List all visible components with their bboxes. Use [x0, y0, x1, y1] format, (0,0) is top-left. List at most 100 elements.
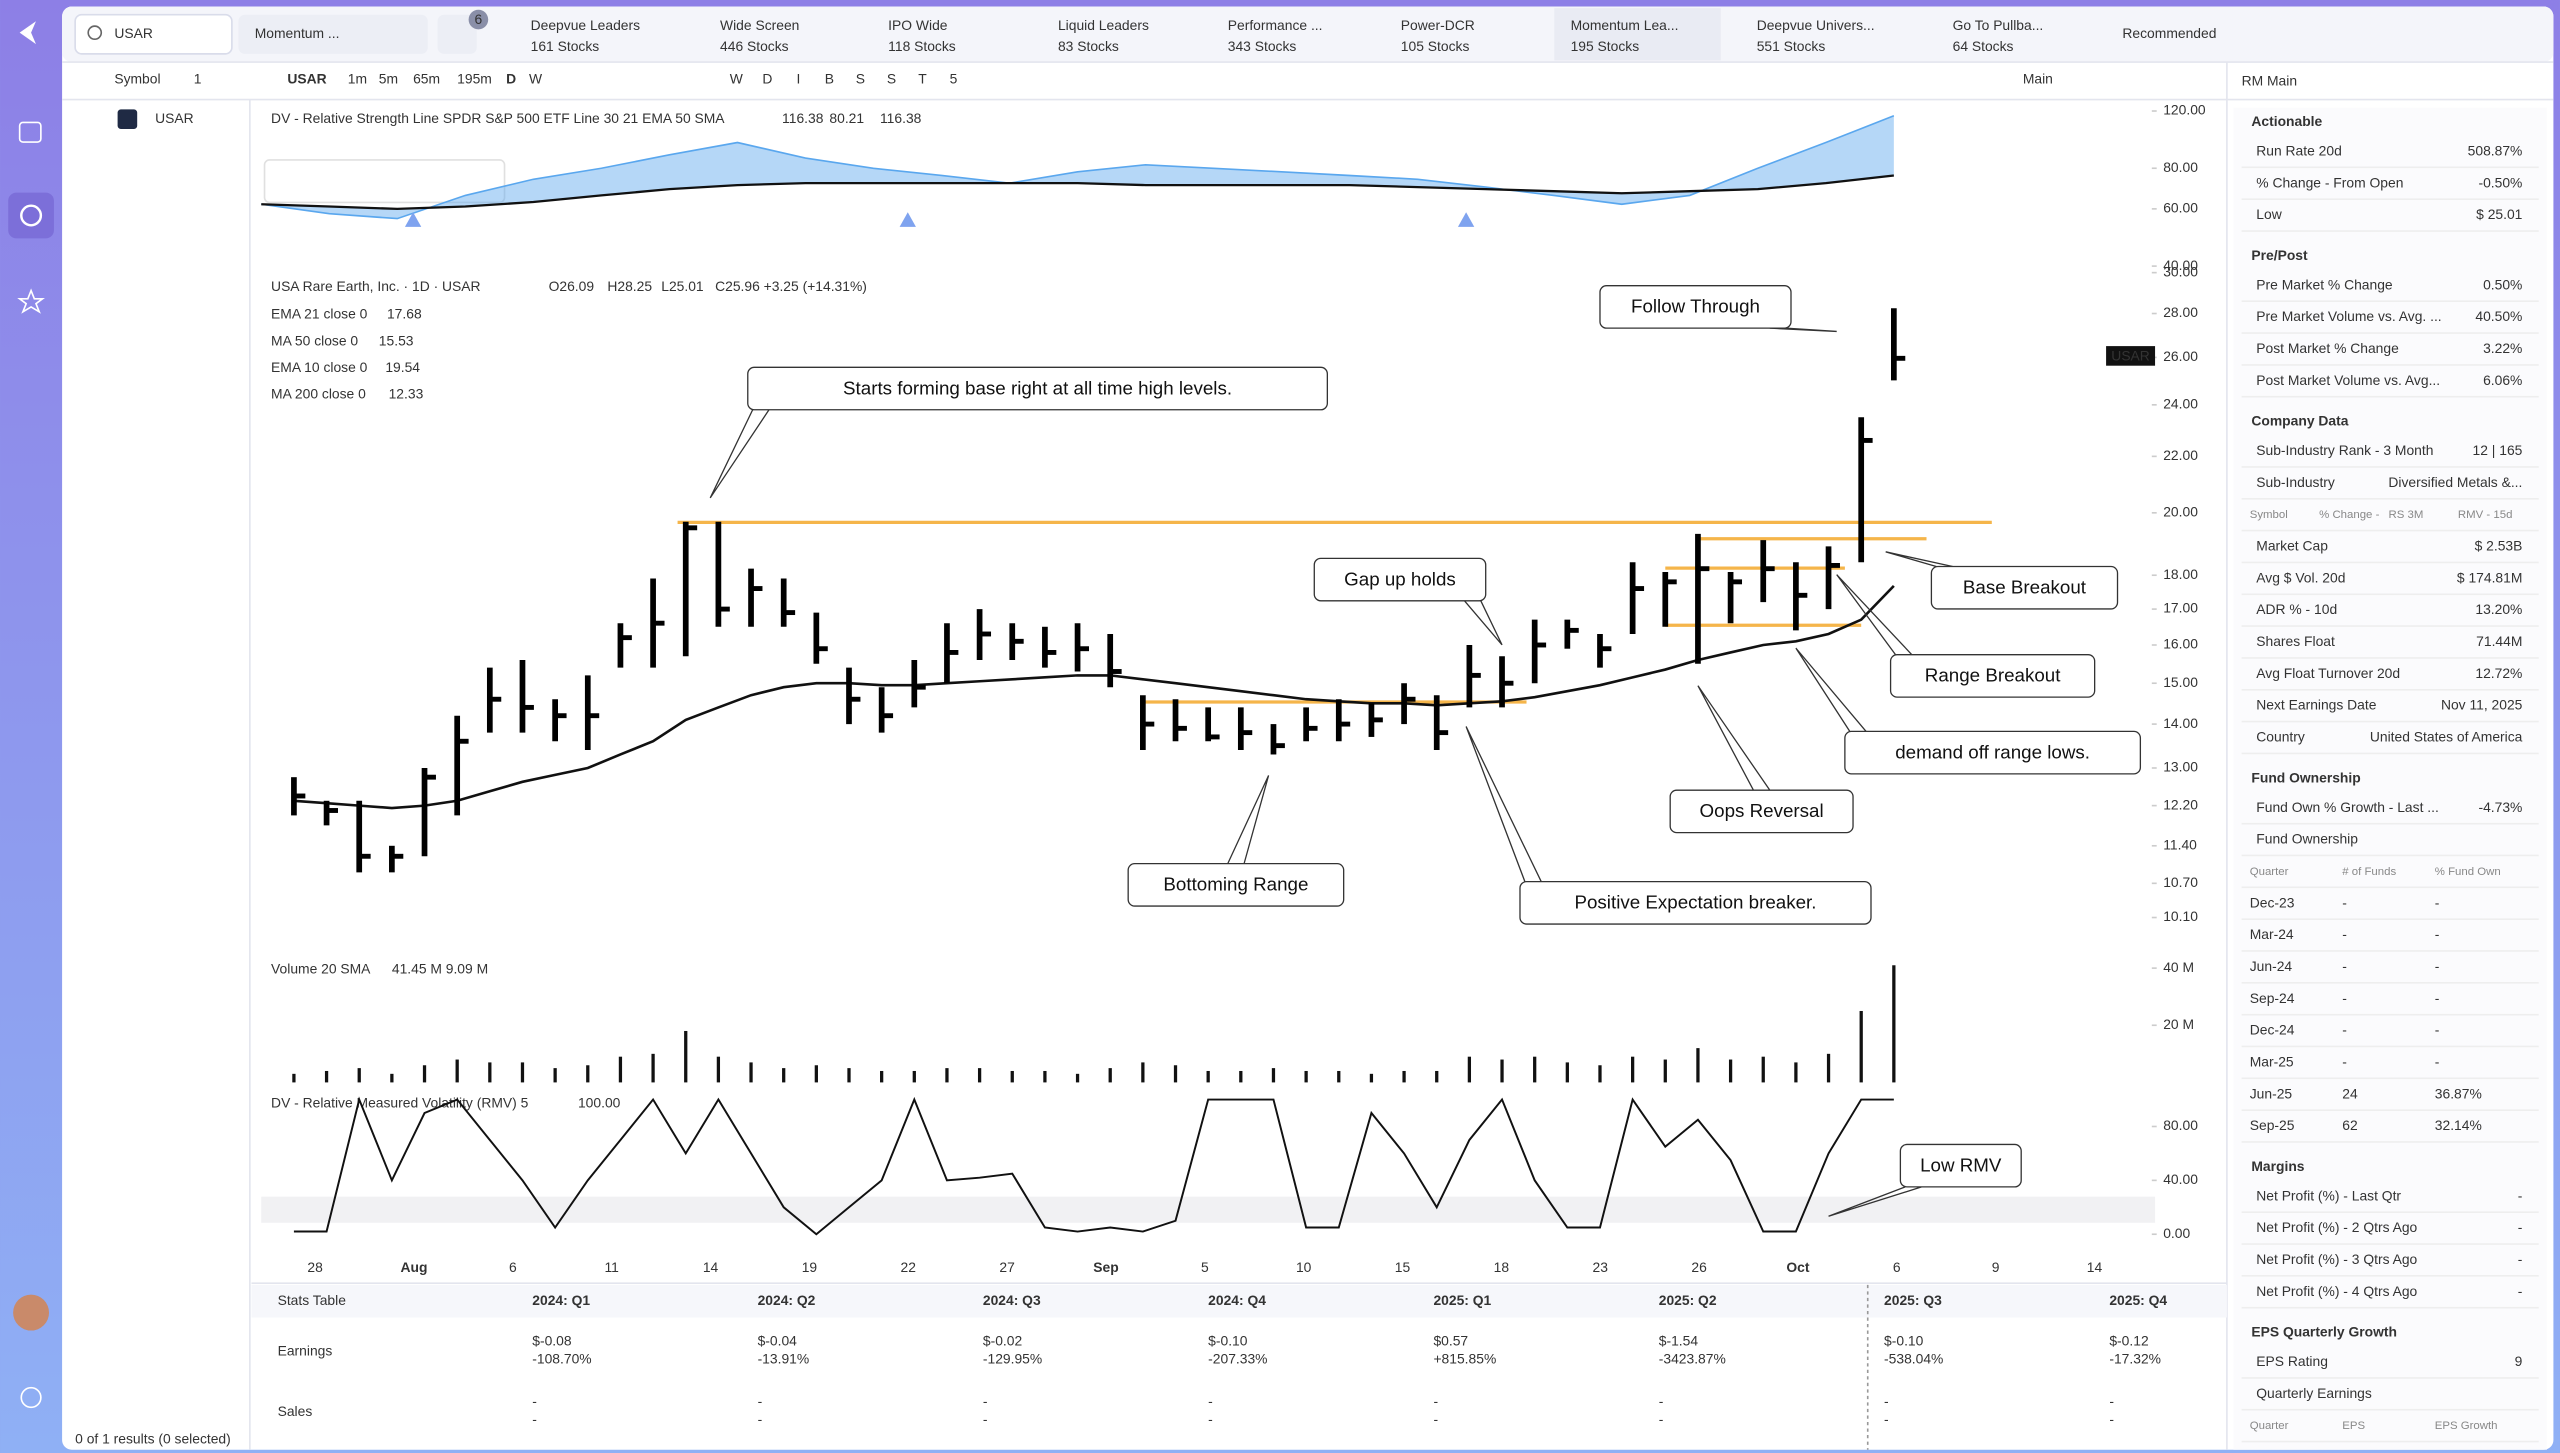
column-header: % Change -	[2319, 509, 2379, 521]
stats-value: $-0.10	[1208, 1333, 1248, 1349]
volume-bar	[1826, 1053, 1831, 1083]
x-tick-label: 27	[999, 1259, 1015, 1275]
tab-count: 105 Stocks	[1401, 38, 1470, 54]
stats-value: -	[2109, 1393, 2114, 1409]
table-cell: -	[2342, 990, 2347, 1006]
rmv-value: 100.00	[578, 1094, 621, 1110]
row-label: Fund Own % Growth - Last ...	[2256, 799, 2439, 815]
avatar[interactable]	[13, 1294, 50, 1331]
row-label: Pre Market Volume vs. Avg. ...	[2256, 308, 2441, 324]
quarter-header: 2024: Q4	[1208, 1292, 1266, 1308]
tool-letter[interactable]: S	[856, 71, 865, 87]
rs-line	[261, 115, 1895, 220]
stats-change: -	[1884, 1411, 1889, 1427]
tab-name[interactable]: Performance ...	[1228, 17, 1323, 33]
callout-box	[1519, 880, 1872, 925]
watchlist-select[interactable]	[238, 14, 428, 54]
stats-change: -	[1659, 1411, 1664, 1427]
rs-marker	[404, 212, 422, 227]
column-header: Quarter	[2250, 1420, 2289, 1432]
tab-name[interactable]: Momentum Lea...	[1571, 17, 1679, 33]
tab-name[interactable]: Deepvue Univers...	[1757, 17, 1875, 33]
callout-pointer	[1836, 574, 1913, 656]
search-box[interactable]	[74, 13, 233, 55]
quarter-header: 2025: Q4	[2109, 1292, 2167, 1308]
tool-letter[interactable]: S	[887, 71, 896, 87]
row-value: -	[2518, 1251, 2523, 1267]
callout-pointer	[1697, 685, 1771, 791]
ticker: USAR	[287, 71, 326, 87]
row-value: Nov 11, 2025	[2441, 697, 2523, 713]
interval[interactable]: 1m	[348, 71, 367, 87]
tab-name[interactable]: IPO Wide	[888, 17, 948, 33]
interval[interactable]: 195m	[457, 71, 492, 87]
watchlist-name: Momentum ...	[255, 25, 340, 41]
y-tick-label: 28.00	[2163, 304, 2198, 320]
tab-name[interactable]: Liquid Leaders	[1058, 17, 1149, 33]
sort-button[interactable]	[437, 14, 477, 54]
tool-letter[interactable]: T	[918, 71, 927, 87]
volume-bar	[1010, 1070, 1014, 1083]
tab-count: 161 Stocks	[531, 38, 600, 54]
column-header: EPS Growth	[2435, 1420, 2498, 1432]
x-tick-label: 14	[703, 1259, 719, 1275]
y-tick-label: 40.00	[2163, 1171, 2198, 1187]
x-tick-label: 5	[1201, 1259, 1209, 1275]
active-tab[interactable]	[1554, 8, 1721, 61]
stats-change: -	[532, 1411, 537, 1427]
stats-change: +815.85%	[1433, 1351, 1496, 1367]
volume-bar	[1467, 1056, 1472, 1083]
volume-bar	[1598, 1065, 1602, 1083]
volume-bar	[324, 1070, 329, 1083]
row-value: 12.72%	[2475, 665, 2522, 681]
volume-bar	[945, 1068, 949, 1083]
nav-active[interactable]	[8, 192, 54, 239]
rs-marker	[1457, 212, 1475, 227]
volume-bar	[520, 1062, 525, 1083]
volume-bar	[422, 1065, 427, 1083]
tab-name[interactable]: Power-DCR	[1401, 17, 1475, 33]
stats-change: -	[1433, 1411, 1438, 1427]
tool-letter[interactable]: I	[796, 71, 800, 87]
section-title: Pre/Post	[2251, 247, 2308, 263]
quarter-header: 2025: Q3	[1884, 1292, 1942, 1308]
table-cell: -	[2342, 926, 2347, 942]
row-value: 0.50%	[2483, 276, 2522, 292]
tab-name[interactable]: Go To Pullba...	[1953, 17, 2044, 33]
volume-bar	[390, 1073, 394, 1083]
volume-bar	[618, 1056, 623, 1083]
interval[interactable]: D	[506, 71, 516, 87]
stats-value: -	[1659, 1393, 1664, 1409]
tool-letter[interactable]: D	[762, 71, 772, 87]
badge-count: 6	[475, 11, 483, 27]
table-cell: 32.14%	[2435, 1117, 2482, 1133]
callout-text: Bottoming Range	[1163, 874, 1308, 895]
row-value: 508.87%	[2468, 142, 2523, 158]
nav-icon[interactable]	[18, 121, 42, 143]
tab-count: 446 Stocks	[720, 38, 789, 54]
quarter-header: 2024: Q1	[532, 1292, 590, 1308]
tool-letter[interactable]: B	[825, 71, 834, 87]
interval[interactable]: 65m	[413, 71, 440, 87]
tab-name[interactable]: Wide Screen	[720, 17, 799, 33]
nav-icon[interactable]	[17, 288, 45, 314]
tool-letter[interactable]: W	[730, 71, 744, 87]
interval[interactable]: 5m	[379, 71, 398, 87]
row-value: Diversified Metals &...	[2388, 474, 2522, 490]
tool-letter[interactable]: 5	[950, 71, 958, 87]
y-tick-label: 40 M	[2163, 959, 2194, 975]
sort-label: Recommended	[2122, 25, 2216, 41]
tab-name[interactable]: Deepvue Leaders	[531, 17, 640, 33]
interval[interactable]: W	[529, 71, 543, 87]
rs-value: 116.38	[880, 110, 922, 126]
stats-change: -3423.87%	[1659, 1351, 1726, 1367]
volume-bar	[651, 1053, 655, 1083]
volume-bar	[1206, 1070, 1210, 1083]
volume-title: Volume 20 SMA	[271, 960, 371, 976]
help-icon[interactable]	[20, 1386, 42, 1409]
stats-change: -108.70%	[532, 1351, 591, 1367]
y-tick-label: 15.00	[2163, 674, 2198, 690]
nav-icon[interactable]	[20, 204, 43, 227]
volume-value: 9.09 M	[446, 960, 488, 976]
